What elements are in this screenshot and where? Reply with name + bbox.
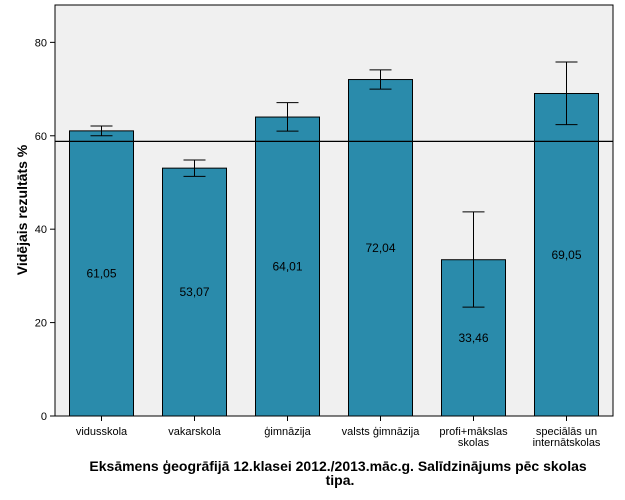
error-bars-group bbox=[90, 61, 578, 308]
y-axis-label: Vidējais rezultāts % bbox=[14, 144, 30, 275]
value-label-2: 64,01 bbox=[272, 260, 302, 274]
bars-group bbox=[69, 79, 599, 417]
x-tick-label-1: vakarskola bbox=[168, 426, 221, 438]
x-axis: vidusskola vakarskola ģimnāzija valsts ģimn… bbox=[76, 416, 601, 449]
bar-0 bbox=[69, 130, 134, 417]
chart-title: Eksāmens ģeogrāfijā 12.klasei 2012./2013… bbox=[89, 458, 590, 488]
bar-5 bbox=[534, 93, 599, 417]
y-tick-label-4: 80 bbox=[35, 37, 47, 49]
y-tick-label-2: 40 bbox=[35, 224, 47, 236]
x-tick-label-4: profi+mākslas skolas bbox=[439, 426, 508, 449]
x-tick-label-5: speciālās un internātskolas bbox=[533, 426, 601, 449]
bar-1 bbox=[162, 167, 227, 417]
bar-3 bbox=[348, 79, 413, 417]
value-label-5: 69,05 bbox=[551, 248, 581, 262]
y-tick-label-3: 60 bbox=[35, 131, 47, 143]
y-tick-label-0: 0 bbox=[41, 411, 47, 423]
x-tick-label-0: vidusskola bbox=[76, 426, 128, 438]
x-tick-label-2: ģimnāzija bbox=[264, 425, 311, 438]
y-tick-label-1: 20 bbox=[35, 318, 47, 330]
value-label-3: 72,04 bbox=[365, 241, 395, 255]
plot-area bbox=[54, 4, 614, 417]
chart-title-line-2: tipa. bbox=[326, 472, 355, 488]
y-axis: 0 20 40 60 80 bbox=[35, 37, 55, 423]
x-tick-label-3: valsts ģimnāzija bbox=[342, 425, 421, 438]
value-labels-group: 61,05 53,07 64,01 72,04 33,46 69,05 bbox=[86, 241, 581, 345]
value-label-1: 53,07 bbox=[179, 285, 209, 299]
value-label-0: 61,05 bbox=[86, 266, 116, 280]
chart-title-line-1: Eksāmens ģeogrāfijā 12.klasei 2012./2013… bbox=[89, 458, 586, 474]
value-label-4: 33,46 bbox=[458, 331, 488, 345]
